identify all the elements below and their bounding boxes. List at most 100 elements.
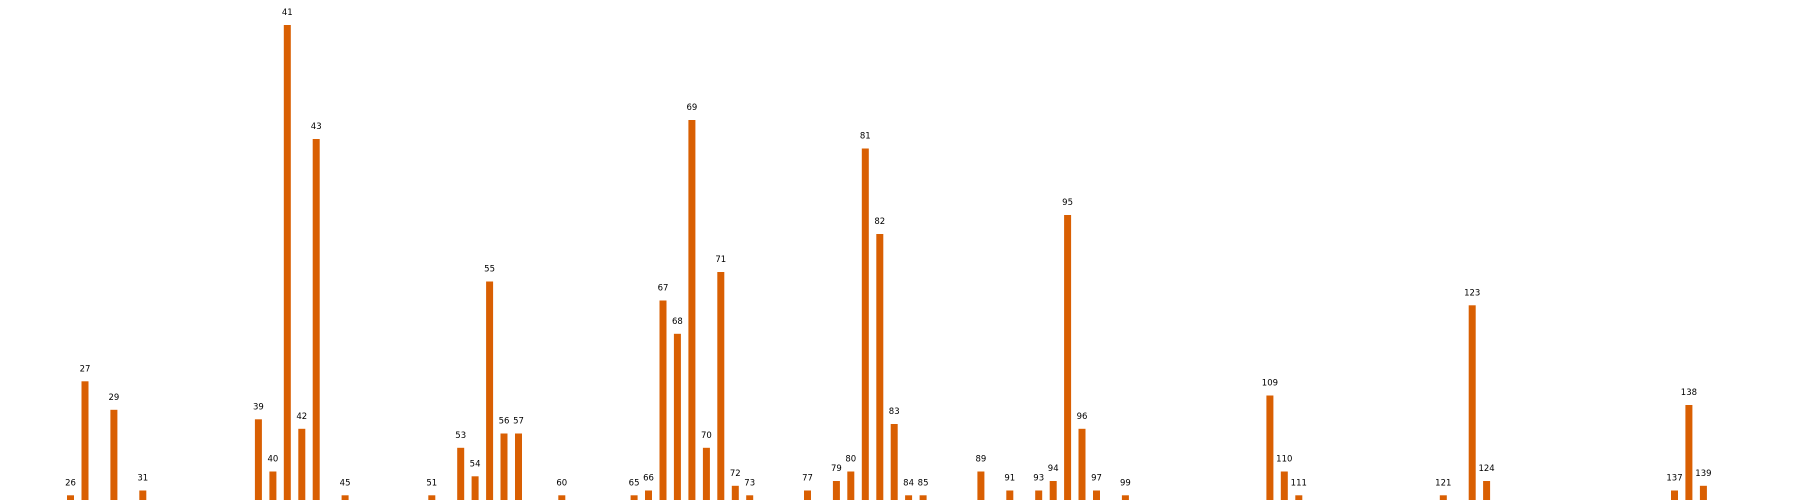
bar-label-68: 68	[672, 317, 683, 327]
bar-label-42: 42	[296, 412, 307, 422]
bar-85	[919, 495, 927, 500]
bar-label-109: 109	[1262, 379, 1278, 389]
bar-80	[847, 471, 855, 500]
bar-label-45: 45	[340, 478, 351, 488]
bar-111	[1295, 495, 1303, 500]
bar-label-26: 26	[65, 478, 76, 488]
bar-77	[804, 490, 811, 500]
bar-109	[1266, 395, 1274, 500]
bar-139	[1699, 485, 1707, 500]
bar-123	[1468, 305, 1476, 500]
bar-label-71: 71	[715, 255, 726, 265]
bar-label-65: 65	[629, 478, 640, 488]
bar-110	[1280, 471, 1288, 500]
bar-label-79: 79	[831, 464, 842, 474]
bar-label-97: 97	[1091, 474, 1102, 484]
bar-31	[139, 490, 147, 500]
bar-label-83: 83	[889, 407, 900, 417]
bar-137	[1671, 490, 1678, 500]
bar-series	[67, 25, 1707, 500]
bar-label-77: 77	[802, 474, 813, 484]
bar-label-66: 66	[643, 474, 654, 484]
bar-label-138: 138	[1681, 388, 1697, 398]
bar-96	[1078, 428, 1086, 500]
bar-40	[269, 471, 277, 500]
bar-29	[110, 409, 118, 500]
bar-label-121: 121	[1435, 478, 1451, 488]
bar-label-56: 56	[499, 417, 510, 427]
bar-54	[471, 476, 479, 500]
bar-label-55: 55	[484, 265, 495, 275]
bar-label-80: 80	[845, 455, 856, 465]
bar-138	[1685, 405, 1693, 500]
bar-67	[659, 300, 667, 500]
bar-39	[254, 419, 262, 500]
bar-82	[876, 234, 884, 500]
bar-label-70: 70	[701, 431, 712, 441]
bar-41	[283, 25, 291, 500]
bar-83	[890, 424, 898, 500]
bar-label-73: 73	[744, 478, 755, 488]
bar-label-91: 91	[1004, 474, 1015, 484]
bar-73	[746, 495, 754, 500]
bar-label-53: 53	[455, 431, 466, 441]
bar-label-94: 94	[1048, 464, 1059, 474]
bar-label-40: 40	[267, 455, 278, 465]
bar-label-67: 67	[658, 284, 669, 294]
bar-label-95: 95	[1062, 198, 1073, 208]
bar-label-54: 54	[470, 459, 481, 469]
bar-51	[428, 495, 436, 500]
bar-label-110: 110	[1276, 455, 1292, 465]
bar-label-137: 137	[1666, 474, 1682, 484]
bar-label-89: 89	[975, 455, 986, 465]
bar-43	[312, 139, 320, 500]
bar-label-group: 26 27 29 31 39 40 41 42 43 45 51 53 54 55 56 57 60 65 66 67…	[65, 8, 1711, 488]
bar-72	[731, 485, 739, 500]
bar-label-69: 69	[686, 103, 697, 113]
bar-71	[717, 272, 725, 500]
bar-56	[500, 433, 508, 500]
bar-label-72: 72	[730, 469, 741, 479]
bar-53	[457, 447, 465, 500]
bar-99	[1121, 495, 1129, 500]
bar-label-43: 43	[311, 122, 322, 132]
bar-84	[905, 495, 913, 500]
bar-45	[341, 495, 349, 500]
bar-79	[832, 481, 840, 500]
bar-42	[298, 428, 306, 500]
bar-93	[1035, 490, 1043, 500]
bar-label-29: 29	[108, 393, 119, 403]
bar-label-51: 51	[426, 478, 437, 488]
bar-55	[486, 281, 494, 500]
bar-label-39: 39	[253, 402, 264, 412]
bar-label-93: 93	[1033, 474, 1044, 484]
bar-label-111: 111	[1291, 478, 1307, 488]
bar-label-96: 96	[1077, 412, 1088, 422]
bar-label-124: 124	[1478, 464, 1494, 474]
bar-label-84: 84	[903, 478, 914, 488]
bar-89	[977, 471, 985, 500]
bar-94	[1049, 481, 1057, 500]
bar-70	[702, 447, 710, 500]
bar-label-85: 85	[918, 478, 929, 488]
bar-label-27: 27	[80, 364, 91, 374]
bar-label-123: 123	[1464, 288, 1480, 298]
bar-60	[558, 495, 566, 500]
bar-label-31: 31	[137, 474, 148, 484]
bar-97	[1093, 490, 1100, 500]
bar-27	[81, 381, 89, 500]
bar-69	[688, 120, 696, 500]
bar-label-81: 81	[860, 132, 871, 142]
bar-81	[861, 148, 869, 500]
bar-66	[645, 490, 652, 500]
bar-95	[1064, 215, 1072, 500]
bar-26	[67, 495, 74, 500]
bar-label-57: 57	[513, 417, 524, 427]
bar-label-82: 82	[874, 217, 885, 227]
bar-65	[630, 495, 638, 500]
bar-91	[1006, 490, 1014, 500]
bar-124	[1483, 481, 1491, 500]
bar-label-60: 60	[556, 478, 567, 488]
bar-label-139: 139	[1695, 469, 1711, 479]
